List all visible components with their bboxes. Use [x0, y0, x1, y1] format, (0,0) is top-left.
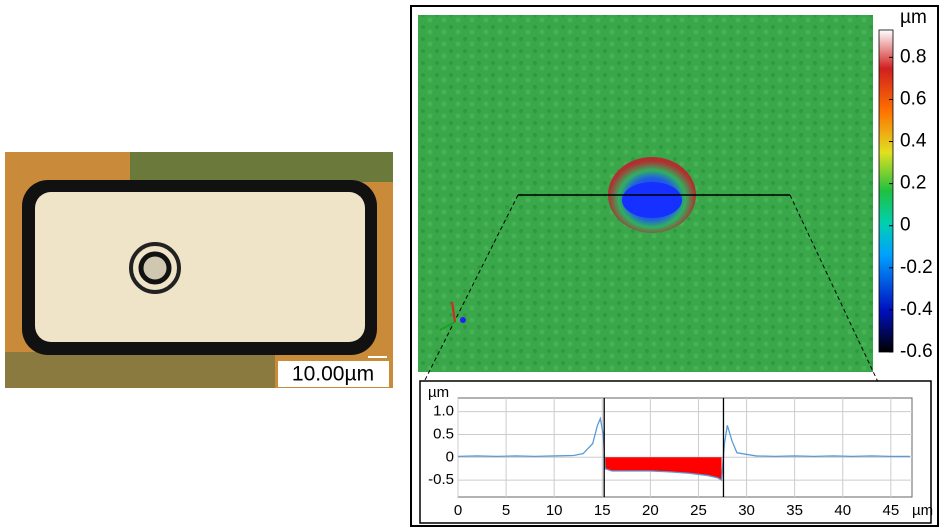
x-tick-label: 45 — [882, 502, 899, 519]
y-tick-label: -0.5 — [428, 471, 454, 488]
y-tick-label: 1.0 — [433, 403, 454, 420]
x-tick-label: 40 — [834, 502, 851, 519]
colorbar-unit: µm — [900, 7, 927, 28]
colorbar-tick-label: 0.6 — [900, 88, 926, 109]
height-map — [418, 15, 878, 382]
colorbar-tick-label: 0.4 — [900, 131, 927, 152]
x-tick-label: 20 — [642, 502, 659, 519]
colorbar-tick-label: 0.2 — [900, 173, 926, 194]
y-tick-label: 0.5 — [433, 425, 454, 442]
profile-frame — [420, 381, 931, 523]
y-tick-label: 0 — [446, 448, 454, 465]
colorbar-tick-label: 0.8 — [900, 46, 926, 67]
x-tick-label: 15 — [594, 502, 611, 519]
x-tick-label: 0 — [454, 502, 462, 519]
colorbar-tick-label: -0.2 — [900, 257, 933, 278]
scale-bar-label: 10.00µm — [292, 363, 374, 386]
x-unit: µm — [912, 502, 933, 519]
colorbar — [879, 30, 893, 352]
x-tick-label: 35 — [786, 502, 803, 519]
colorbar-tick-label: -0.4 — [900, 299, 933, 320]
y-unit: µm — [428, 384, 449, 401]
x-tick-label: 10 — [546, 502, 563, 519]
colorbar-tick-label: -0.6 — [900, 341, 933, 362]
figure: 10.00µm µm µm µm 0.8 0.6 0.4 0.2 0 -0.2 -0.4 -0… — [0, 0, 939, 527]
x-tick-label: 25 — [690, 502, 707, 519]
x-tick-label: 30 — [738, 502, 755, 519]
x-tick-label: 5 — [502, 502, 510, 519]
colorbar-tick-label: 0 — [900, 215, 911, 236]
micrograph: 10.00µm — [5, 152, 393, 388]
